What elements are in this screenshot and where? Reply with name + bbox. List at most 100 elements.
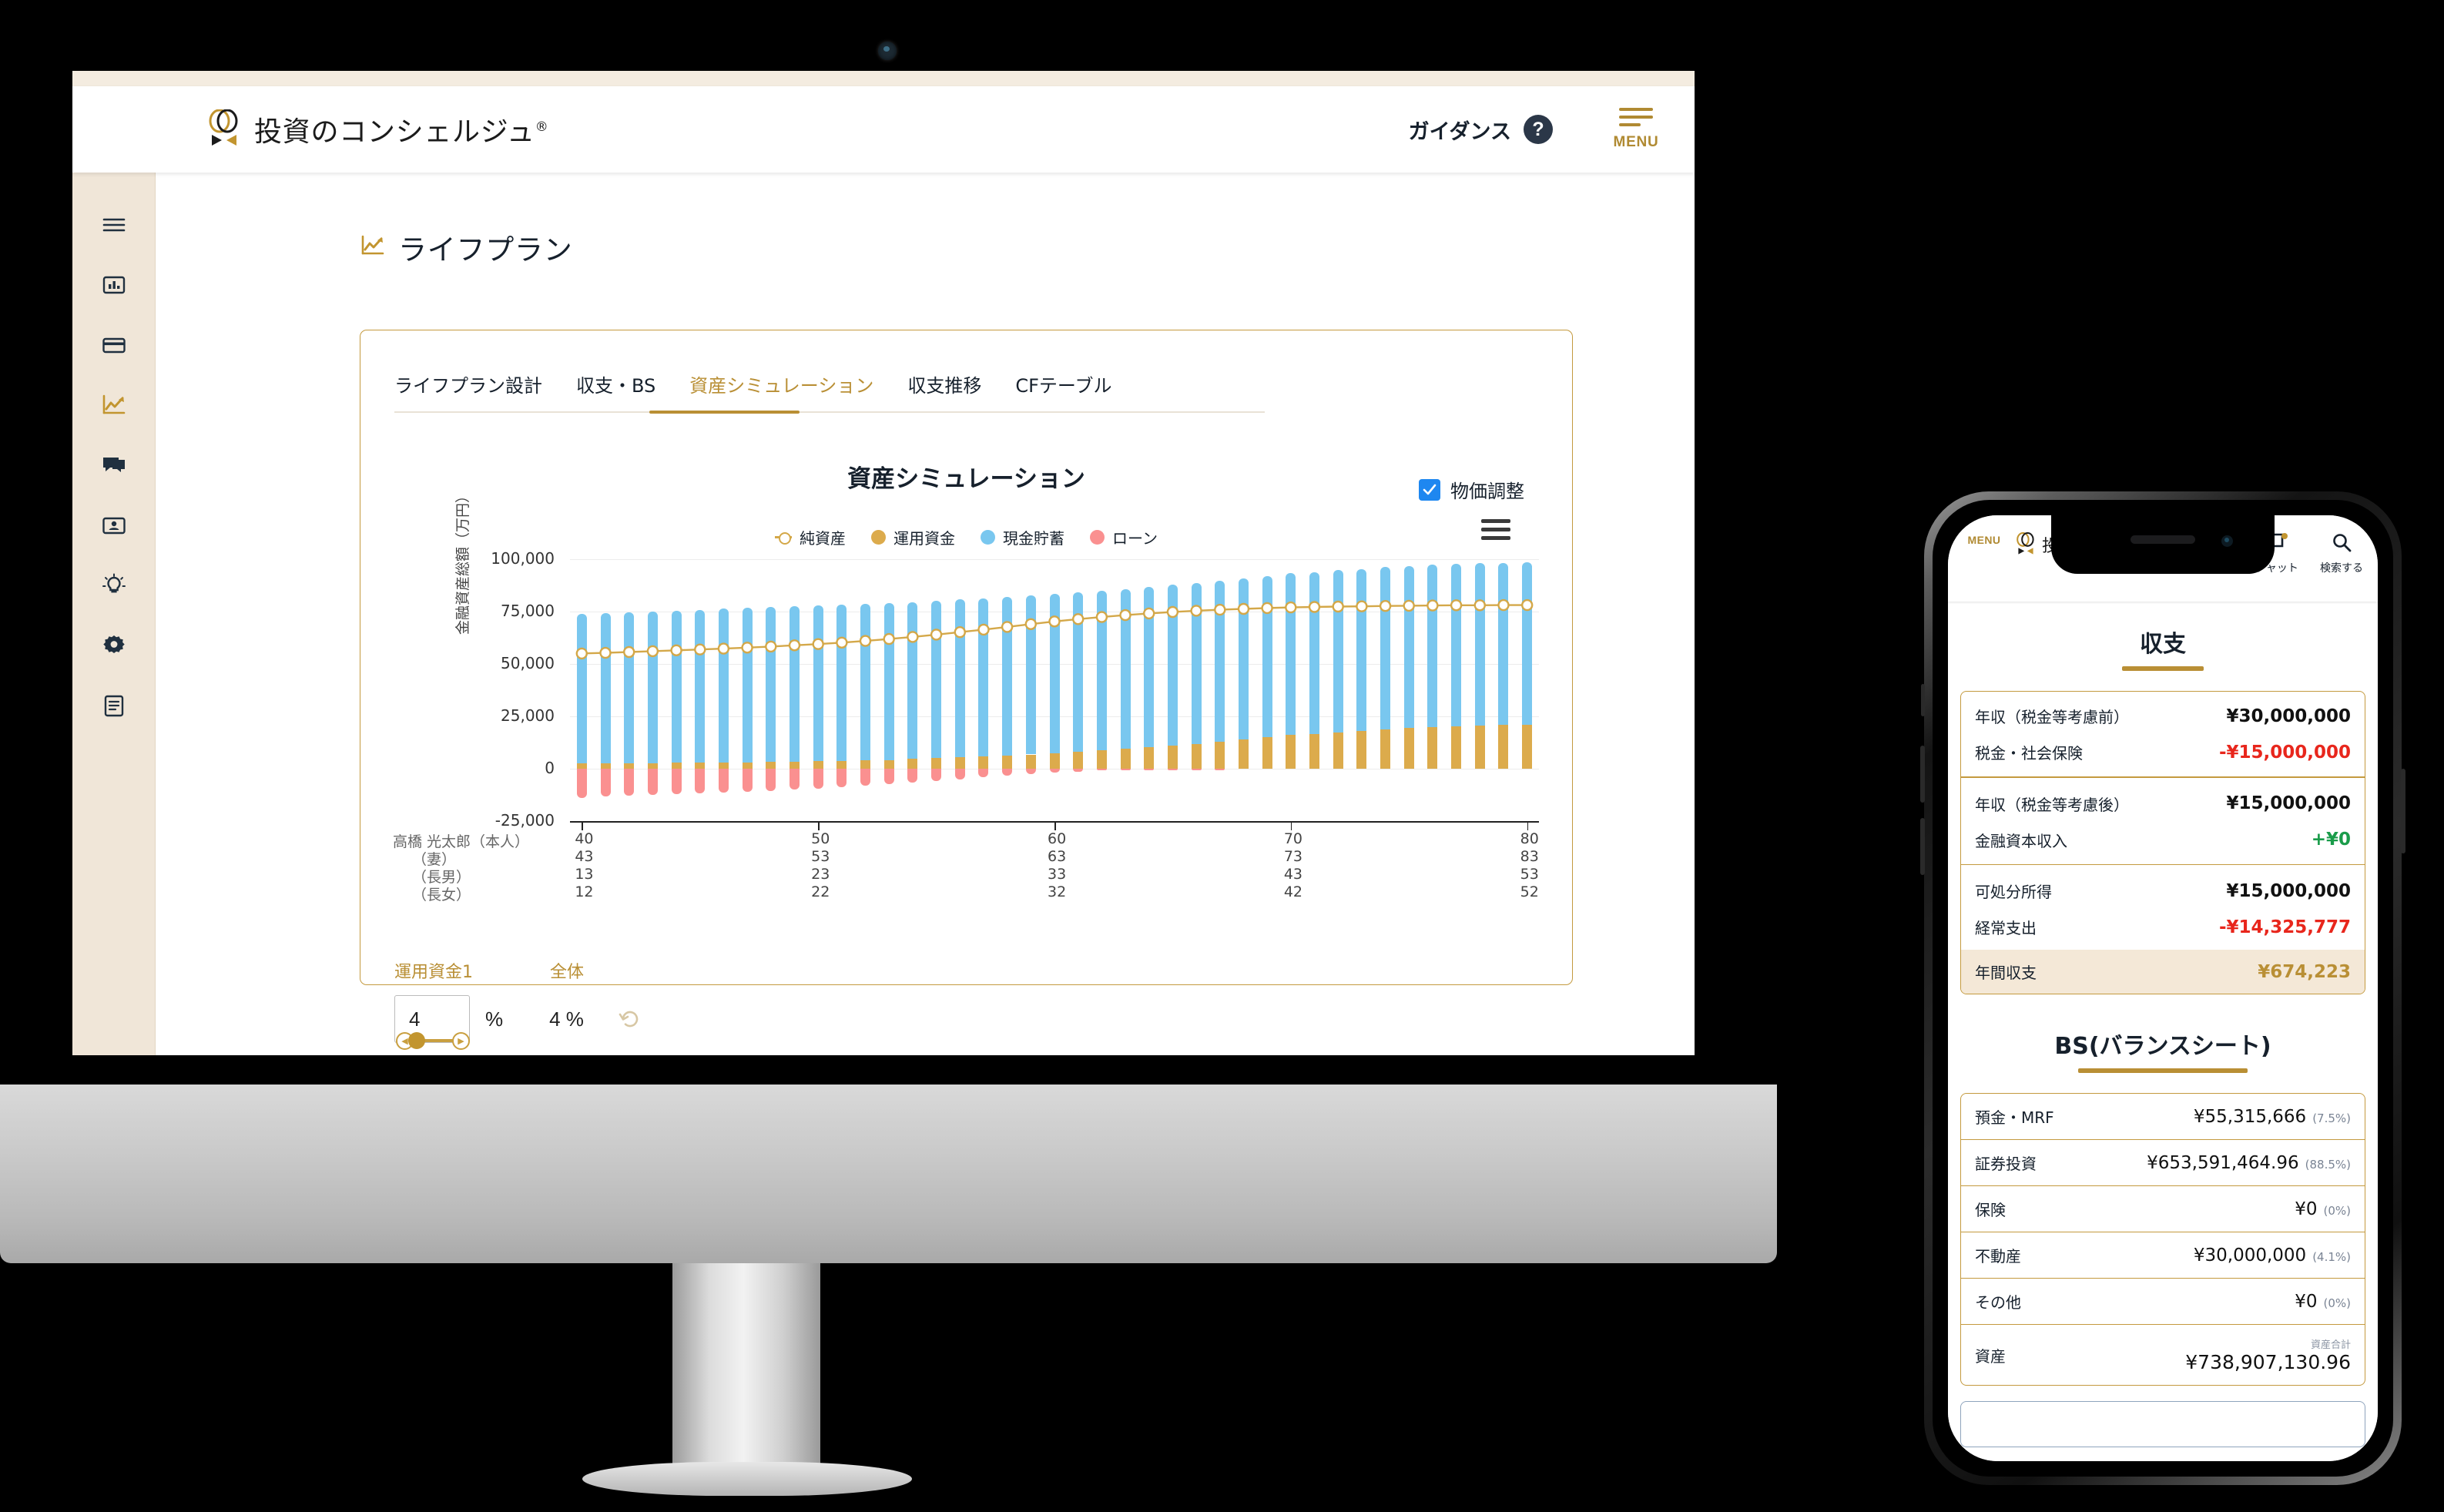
bar-series <box>570 559 1539 821</box>
chart-menu-icon[interactable] <box>1481 519 1510 545</box>
active-tab-underline <box>649 411 800 414</box>
legend-item-loan[interactable]: ローン <box>1090 526 1158 548</box>
sidebar-item-hamburger[interactable] <box>96 206 132 243</box>
guidance-button[interactable]: ガイダンス ? <box>1409 115 1553 145</box>
bar-segment-investment <box>836 760 847 769</box>
sidebar-item-dashboard[interactable] <box>96 267 132 303</box>
bar-segment-investment <box>1191 743 1202 769</box>
annual-balance-row: 年間収支 ¥674,223 <box>1961 950 2365 994</box>
phone-inner-bezel: MENU 投資のコンシェルジュ <box>1933 500 2393 1477</box>
x-tick-mark <box>1290 821 1292 830</box>
mobile-search-button[interactable]: 検索する <box>2318 532 2365 575</box>
bar-segment-investment <box>813 761 823 769</box>
bar-segment-cash <box>1049 594 1060 753</box>
bar-segment-cash <box>954 599 965 758</box>
bar-segment-cash <box>1427 565 1438 727</box>
y-tick-label: 100,000 <box>491 549 555 568</box>
sidebar-item-chat[interactable] <box>96 447 132 484</box>
row-label: 年収（税金等考慮前） <box>1975 708 2129 726</box>
lifeplan-card: ライフプラン設計 収支・BS 資産シミュレーション 収支推移 CFテーブル 物価… <box>360 330 1573 1050</box>
slider-increase-button[interactable]: ▶ <box>452 1031 470 1050</box>
tab-asset-simulation[interactable]: 資産シミュレーション <box>689 375 874 397</box>
bar-segment-loan <box>624 769 635 796</box>
bar-segment-cash <box>647 611 658 763</box>
x-axis-age-value: 60 <box>1048 830 1067 847</box>
bar-segment-investment <box>600 763 611 769</box>
bar-segment-investment <box>860 760 871 769</box>
row-label: 保険 <box>1975 1201 2006 1219</box>
bar-segment-cash <box>860 604 871 761</box>
row-amount: ¥0 <box>2295 1291 2318 1312</box>
help-icon[interactable]: ? <box>1524 115 1553 144</box>
bar-segment-cash <box>978 598 989 757</box>
sidebar-item-idea[interactable] <box>96 567 132 604</box>
bar-segment-cash <box>1191 582 1202 744</box>
x-tick-mark <box>818 821 820 830</box>
menu-button[interactable]: MENU <box>1599 108 1673 151</box>
brand-logo-icon <box>2014 531 2037 557</box>
legend-item-net-assets[interactable]: 純資産 <box>775 526 846 548</box>
bar-segment-loan <box>1096 769 1107 771</box>
sidebar-item-lifeplan[interactable] <box>96 387 132 424</box>
income-title-underline <box>2122 666 2204 671</box>
monitor-webcam <box>878 42 897 60</box>
next-card-placeholder <box>1960 1401 2365 1447</box>
income-row: 年収（税金等考慮後） ¥15,000,000 <box>1961 786 2365 822</box>
bar-segment-loan <box>931 769 942 781</box>
bar-segment-investment <box>954 757 965 769</box>
percent-symbol: % <box>485 1007 504 1031</box>
bar-segment-investment <box>1096 750 1107 769</box>
tab-income-bs[interactable]: 収支・BS <box>576 375 656 397</box>
bar-segment-cash <box>1215 581 1225 743</box>
row-label: 資産 <box>1975 1346 2006 1366</box>
sidebar-item-settings[interactable] <box>96 627 132 664</box>
tab-lifeplan-design[interactable]: ライフプラン設計 <box>394 375 542 397</box>
x-axis-age-value: 13 <box>575 866 594 883</box>
sidebar-item-card[interactable] <box>96 327 132 364</box>
x-axis-row: 高橋 光太郎（本人） 40 50 60 70 80 <box>393 830 1587 850</box>
bar-segment-investment <box>1286 735 1296 769</box>
mobile-menu-caption: MENU <box>1967 534 2001 546</box>
x-axis-age-value: 32 <box>1048 883 1067 900</box>
page-title-row: ライフプラン <box>360 226 1695 268</box>
row-value: ¥674,223 <box>2258 961 2351 982</box>
bar-segment-loan <box>1191 769 1202 770</box>
row-label: 不動産 <box>1975 1247 2021 1266</box>
rate-control-headers: 運用資金1 全体 <box>394 958 642 983</box>
sidebar-item-profile[interactable] <box>96 507 132 544</box>
bar-segment-cash <box>1238 578 1249 740</box>
app-logo[interactable]: 投資のコンシェルジュ® <box>205 109 548 149</box>
bar-segment-investment <box>1144 747 1155 769</box>
fund-rate-slider[interactable]: ◀ ▶ <box>396 1029 470 1052</box>
bar-segment-loan <box>718 769 729 793</box>
row-amount: ¥0 <box>2295 1199 2318 1219</box>
bar-segment-cash <box>1380 567 1391 729</box>
bar-segment-investment <box>978 756 989 769</box>
row-amount: ¥653,591,464.96 <box>2147 1152 2299 1173</box>
slider-knob[interactable] <box>408 1032 425 1049</box>
x-axis-row: （妻） 43 53 63 73 83 <box>412 848 1587 868</box>
x-axis-age-value: 12 <box>575 883 594 900</box>
tab-income-trend[interactable]: 収支推移 <box>907 375 982 397</box>
y-tick-label: 0 <box>545 759 555 777</box>
legend-item-cash[interactable]: 現金貯蓄 <box>981 526 1064 548</box>
legend-marker-investment <box>871 530 886 545</box>
bar-segment-cash <box>883 603 894 760</box>
income-card: 年収（税金等考慮前） ¥30,000,000 税金・社会保険 -¥15,000,… <box>1960 691 2365 994</box>
legend-item-investment[interactable]: 運用資金 <box>871 526 955 548</box>
sidebar-item-documents[interactable] <box>96 687 132 724</box>
undo-icon[interactable] <box>618 1007 642 1031</box>
bar-segment-cash <box>836 605 847 761</box>
y-tick-label: 75,000 <box>501 602 555 620</box>
price-adjust-checkbox[interactable]: 物価調整 <box>1419 476 1524 503</box>
price-adjust-label: 物価調整 <box>1450 481 1524 502</box>
left-sidebar <box>72 173 156 1055</box>
bar-segment-cash <box>624 612 635 763</box>
x-axis-age-value: 63 <box>1048 848 1067 865</box>
bs-total-row: 資産 資産合計 ¥738,907,130.96 <box>1961 1325 2365 1385</box>
x-axis-labels: 高橋 光太郎（本人） 40 50 60 70 80 （妻） 43 53 63 73 83 （長男） 13 2… <box>393 830 1587 904</box>
tab-cf-table[interactable]: CFテーブル <box>1015 375 1112 397</box>
x-axis-age-value: 43 <box>575 848 594 865</box>
bar-segment-loan <box>671 769 682 795</box>
mobile-menu-button[interactable]: MENU <box>1962 515 2181 546</box>
